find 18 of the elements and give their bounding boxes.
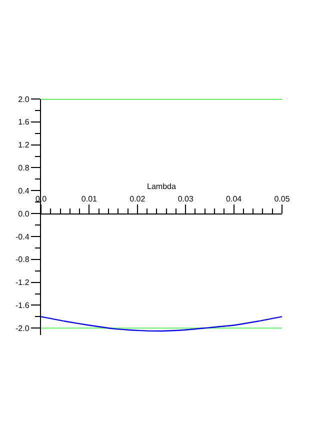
y-tick-label: -0.8 xyxy=(16,255,30,264)
y-tick-label: -1.6 xyxy=(16,301,30,310)
y-tick-label: 0.0 xyxy=(18,209,30,218)
x-axis-title: Lambda xyxy=(147,182,176,191)
y-tick-label: 1.6 xyxy=(18,118,30,127)
y-tick-label: -2.0 xyxy=(16,324,30,333)
x-tick-label: 0.02 xyxy=(130,194,146,204)
y-tick-label: 2.0 xyxy=(18,94,30,104)
x-tick-label: 0.01 xyxy=(81,194,98,204)
x-tick-label: 0.03 xyxy=(178,194,194,204)
y-tick-label: 0.4 xyxy=(18,186,30,196)
x-tick-label: 0.05 xyxy=(274,194,290,204)
y-tick-label: 1.2 xyxy=(18,140,30,150)
y-tick-label: -0.4 xyxy=(16,232,30,242)
x-tick-label: 0.04 xyxy=(226,194,242,204)
line-series xyxy=(41,316,282,332)
y-tick-label: -1.2 xyxy=(16,278,30,288)
y-tick-label: 0.8 xyxy=(18,164,30,173)
